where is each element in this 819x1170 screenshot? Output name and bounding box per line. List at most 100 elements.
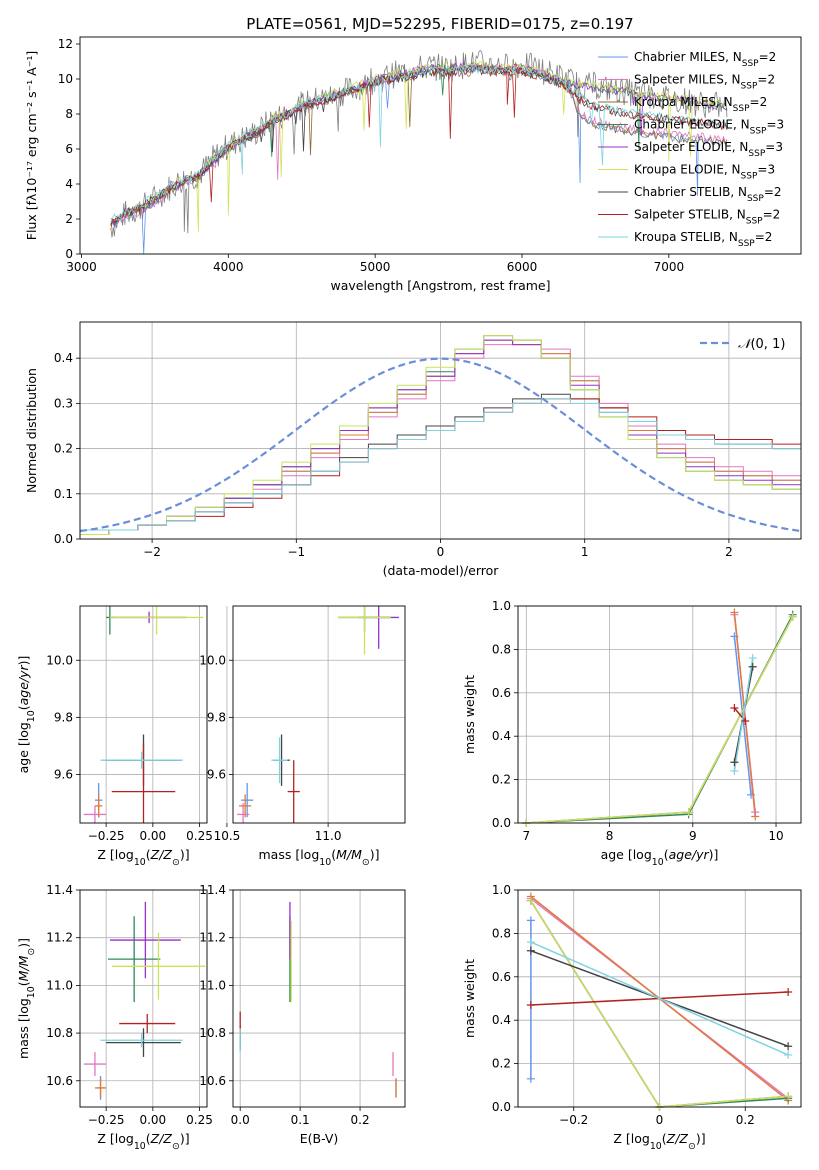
chart-age-vs-mass: 10.5 11.0 9.6 9.8 10.0 mass [log10(M/M⊙)] (199, 605, 406, 868)
legend-label: Salpeter ELODIE, NSSP=3 (634, 140, 783, 159)
plot-area (83, 606, 204, 823)
x-tick-label: 0.25 (186, 1113, 213, 1127)
y-tick-label: 0.0 (492, 816, 511, 830)
weight-marker (730, 608, 739, 617)
plot-area (239, 901, 397, 1098)
y-axis-label: age [log10(age/yr)] (16, 656, 37, 774)
y-axis-label: mass weight (462, 675, 477, 754)
axes-frame (517, 889, 802, 1108)
weight-marker (748, 662, 757, 671)
y-tick-label: 0.2 (492, 1057, 511, 1071)
x-tick-label: −1 (287, 545, 305, 559)
axes-frame (232, 889, 406, 1108)
y-tick-label: 10.6 (199, 1074, 226, 1088)
x-tick-label: −0.2 (559, 1113, 588, 1127)
x-tick-label: 0.25 (186, 829, 213, 843)
histogram-step-line (80, 335, 801, 535)
model-spectrum-line (110, 62, 728, 225)
axes-frame (517, 605, 802, 824)
x-tick-label: 2 (725, 545, 733, 559)
chart-age-vs-Z: −0.25 0.00 0.25 9.6 9.8 10.0 Z [log10(Z/Z⊙)] ag… (16, 605, 213, 868)
legend-label: Kroupa STELIB, NSSP=2 (634, 230, 772, 249)
y-tick-label: 0 (65, 247, 73, 261)
x-axis-label: Z [log10(Z/Z⊙)] (613, 1131, 705, 1152)
y-tick-label: 12 (58, 37, 73, 51)
x-axis-label: mass [log10(M/M⊙)] (259, 847, 380, 868)
y-tick-label: 0.6 (492, 970, 511, 984)
y-tick-label: 0.0 (492, 1100, 511, 1114)
axes-frame (79, 321, 802, 540)
x-tick-label: 0.0 (231, 1113, 250, 1127)
weight-marker (784, 1042, 793, 1051)
weight-line (733, 657, 754, 772)
legend-label: Chabrier STELIB, NSSP=2 (634, 185, 782, 204)
axes-frame (79, 605, 208, 824)
weight-marker (747, 790, 756, 799)
y-axis-label: mass weight (462, 959, 477, 1038)
x-tick-label: 5000 (360, 260, 391, 274)
x-tick-label: 7 (523, 829, 531, 843)
y-tick-label: 0.1 (54, 487, 73, 501)
x-axis-label: age [log10(age/yr)] (601, 847, 719, 868)
normal-reference-curve (80, 357, 801, 533)
x-tick-label: 0.2 (351, 1113, 370, 1127)
weight-marker (730, 758, 739, 767)
chart-spectrum: 3000 4000 5000 6000 7000 0 2 4 6 8 10 12 wavelength … (24, 36, 802, 293)
y-tick-label: 10.8 (46, 1026, 73, 1040)
weight-line (733, 612, 756, 817)
x-axis-label: (data-model)/error (383, 563, 500, 578)
weight-marker (784, 987, 793, 996)
x-tick-label: −2 (143, 545, 161, 559)
x-tick-label: 6000 (507, 260, 538, 274)
chart-mass-vs-Z: −0.25 0.00 0.25 10.6 10.8 11.0 11.2 11.4 Z [log1… (16, 883, 213, 1152)
x-tick-label: 0.00 (139, 829, 166, 843)
y-tick-label: 0.0 (54, 532, 73, 546)
weight-marker (751, 812, 760, 821)
weight-line (530, 941, 789, 1056)
weight-marker (526, 896, 535, 905)
x-tick-label: 11.0 (315, 829, 342, 843)
weight-marker (526, 1001, 535, 1010)
x-tick-label: 0 (437, 545, 445, 559)
y-tick-label: 9.8 (54, 710, 73, 724)
x-tick-label: 0.1 (291, 1113, 310, 1127)
y-tick-label: 0.3 (54, 396, 73, 410)
weight-marker (526, 916, 535, 925)
plot-area (110, 49, 728, 254)
x-tick-label: 9 (689, 829, 697, 843)
y-tick-label: 11.2 (46, 931, 73, 945)
figure-title: PLATE=0561, MJD=52295, FIBERID=0175, z=0… (246, 15, 633, 33)
weight-marker (788, 612, 797, 621)
y-tick-label: 0.4 (492, 1013, 511, 1027)
y-tick-label: 10.0 (46, 653, 73, 667)
axes-frame (79, 36, 802, 255)
x-tick-label: 4000 (213, 260, 244, 274)
y-axis-label: Flux [fλ10⁻¹⁷ erg cm⁻² s⁻¹ A⁻¹] (24, 51, 39, 240)
axes-frame (79, 889, 208, 1108)
weight-line (530, 900, 789, 1107)
x-tick-label: −0.25 (88, 1113, 125, 1127)
y-tick-label: 10.8 (199, 1026, 226, 1040)
y-axis-label: mass [log10(M/M⊙)] (16, 938, 37, 1059)
weight-marker (784, 1050, 793, 1059)
y-tick-label: 0.2 (54, 442, 73, 456)
y-tick-label: 9.6 (54, 767, 73, 781)
legend-label: Salpeter STELIB, NSSP=2 (634, 208, 780, 227)
x-tick-label: 7000 (654, 260, 685, 274)
legend-label: Kroupa MILES, NSSP=2 (634, 95, 767, 114)
legend-label: Kroupa ELODIE, NSSP=3 (634, 163, 775, 182)
y-tick-label: 0.6 (492, 686, 511, 700)
y-tick-label: 10 (58, 72, 73, 86)
y-tick-label: 10.0 (199, 653, 226, 667)
chart-massweight-vs-age: 7 8 9 10 0.0 0.2 0.4 0.6 0.8 1.0 age [log10(age/yr… (462, 599, 802, 868)
y-tick-label: 10.6 (46, 1074, 73, 1088)
weight-marker (526, 946, 535, 955)
y-tick-label: 11.4 (199, 883, 226, 897)
histogram-step-line (80, 398, 801, 531)
y-tick-label: 8 (65, 107, 73, 121)
plot-area (237, 606, 399, 823)
y-tick-label: 1.0 (492, 883, 511, 897)
y-tick-label: 0.4 (492, 729, 511, 743)
y-tick-label: 11.4 (46, 883, 73, 897)
